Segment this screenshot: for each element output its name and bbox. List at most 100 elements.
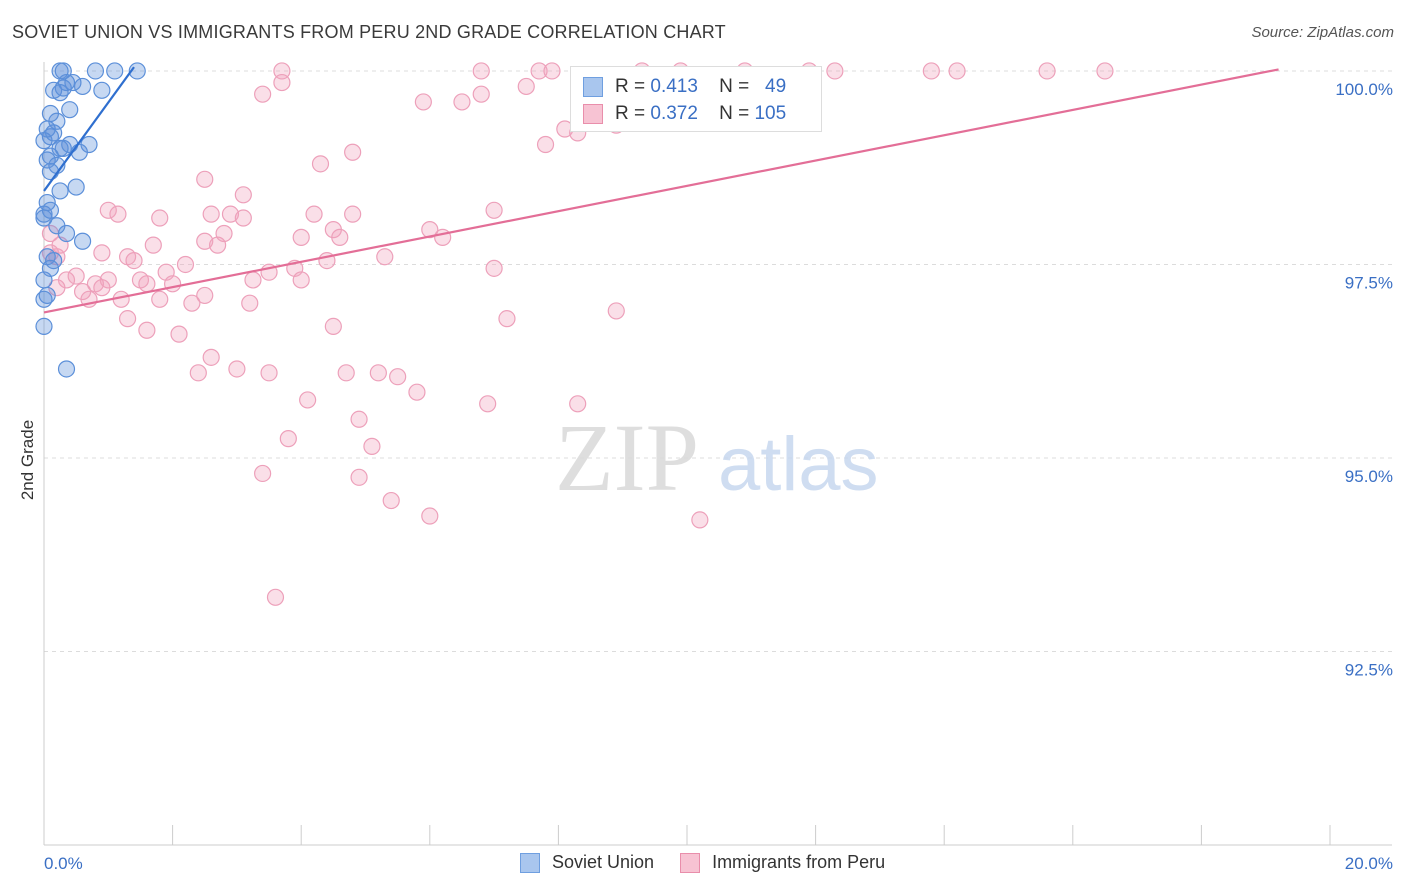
x-tick-label-0: 0.0% bbox=[44, 854, 83, 873]
x-tick-label-1: 20.0% bbox=[1345, 854, 1393, 873]
peru-point-33 bbox=[202, 205, 220, 223]
soviet-point-17 bbox=[35, 132, 53, 150]
soviet-legend-swatch bbox=[520, 852, 540, 873]
peru-point-36 bbox=[305, 205, 323, 223]
peru-swatch bbox=[583, 104, 603, 124]
legend-item-peru[interactable]: Immigrants from Peru bbox=[680, 852, 885, 873]
peru-point-75 bbox=[241, 294, 259, 312]
legend-item-soviet[interactable]: Soviet Union bbox=[520, 852, 654, 873]
soviet-point-35 bbox=[35, 271, 53, 289]
watermark-zip: ZIP bbox=[555, 404, 699, 511]
soviet-point-40 bbox=[35, 209, 53, 227]
peru-point-44 bbox=[196, 232, 214, 250]
peru-point-13 bbox=[273, 73, 291, 92]
y-tick-label-1: 95.0% bbox=[1345, 467, 1393, 486]
soviet-point-25 bbox=[67, 178, 85, 196]
peru-point-98 bbox=[382, 491, 400, 510]
soviet-point-2 bbox=[106, 62, 124, 80]
soviet-point-6 bbox=[73, 77, 92, 96]
soviet-point-29 bbox=[35, 205, 53, 223]
soviet-point-9 bbox=[51, 84, 69, 102]
peru-point-11 bbox=[1038, 62, 1056, 80]
peru-point-89 bbox=[408, 383, 426, 401]
soviet-point-10 bbox=[93, 81, 111, 99]
soviet-point-26 bbox=[51, 182, 69, 200]
peru-point-94 bbox=[279, 430, 297, 448]
peru-point-25 bbox=[344, 143, 362, 161]
peru-point-32 bbox=[151, 209, 169, 227]
peru-point-92 bbox=[569, 395, 587, 413]
soviet-point-31 bbox=[57, 224, 76, 243]
axes bbox=[43, 62, 1392, 846]
peru-point-66 bbox=[244, 271, 262, 289]
peru-point-93 bbox=[350, 410, 368, 428]
peru-point-2 bbox=[530, 62, 548, 80]
soviet-point-37 bbox=[35, 290, 53, 308]
peru-point-34 bbox=[221, 205, 240, 223]
peru-point-77 bbox=[498, 310, 516, 328]
peru-point-85 bbox=[260, 364, 278, 382]
peru-point-16 bbox=[472, 85, 490, 103]
peru-point-91 bbox=[479, 395, 497, 413]
source-label: Source: ZipAtlas.com bbox=[1251, 24, 1394, 41]
peru-point-101 bbox=[266, 588, 285, 606]
peru-point-8 bbox=[826, 62, 844, 80]
soviet-n-value: 49 bbox=[765, 76, 787, 97]
soviet-point-32 bbox=[73, 232, 92, 250]
soviet-point-4 bbox=[86, 62, 105, 80]
peru-point-65 bbox=[164, 275, 182, 293]
stats-row-peru: R = 0.372 N = 105 bbox=[583, 103, 786, 125]
peru-point-72 bbox=[151, 290, 169, 308]
y-axis-label: 2nd Grade bbox=[18, 419, 37, 501]
grid-lines bbox=[44, 70, 1392, 652]
legend-label-peru: Immigrants from Peru bbox=[712, 852, 886, 872]
chart-title: SOVIET UNION VS IMMIGRANTS FROM PERU 2ND… bbox=[12, 22, 726, 42]
soviet-point-43 bbox=[38, 248, 56, 266]
stats-row-soviet: R = 0.413 N = 49 bbox=[583, 76, 786, 98]
peru-point-68 bbox=[292, 271, 310, 289]
peru-point-78 bbox=[607, 302, 625, 320]
peru-point-81 bbox=[170, 325, 188, 343]
soviet-point-44 bbox=[64, 73, 82, 92]
tick-labels: 92.5% 95.0% 97.5% 100.0% 0.0% 20.0% bbox=[44, 80, 1393, 873]
peru-point-97 bbox=[350, 468, 368, 486]
peru-n-value: 105 bbox=[754, 103, 787, 124]
trend-lines bbox=[43, 66, 1279, 314]
peru-point-95 bbox=[363, 437, 381, 455]
stats-legend: R = 0.413 N = 49 R = 0.372 N = 105 bbox=[570, 66, 822, 132]
peru-point-84 bbox=[189, 364, 207, 382]
peru-point-102 bbox=[73, 282, 92, 301]
peru-point-73 bbox=[183, 294, 201, 312]
peru-point-27 bbox=[196, 170, 214, 188]
soviet-point-41 bbox=[54, 139, 72, 157]
soviet-point-21 bbox=[70, 143, 88, 161]
soviet-point-38 bbox=[35, 317, 53, 335]
watermark-atlas: atlas bbox=[718, 422, 879, 507]
bottom-legend: Soviet Union Immigrants from Peru bbox=[520, 852, 911, 873]
peru-point-71 bbox=[138, 275, 156, 293]
peru-point-82 bbox=[202, 348, 220, 366]
peru-point-9 bbox=[922, 62, 940, 80]
peru-point-96 bbox=[254, 464, 272, 483]
peru-point-90 bbox=[299, 391, 317, 409]
peru-point-28 bbox=[234, 186, 252, 204]
y-tick-label-0: 92.5% bbox=[1345, 660, 1393, 679]
y-tick-label-3: 100.0% bbox=[1335, 80, 1393, 99]
peru-point-12 bbox=[1096, 62, 1114, 80]
peru-point-10 bbox=[948, 62, 966, 80]
peru-point-51 bbox=[125, 252, 143, 270]
r-label: R = bbox=[615, 76, 646, 97]
soviet-trend-line bbox=[43, 66, 135, 192]
peru-point-23 bbox=[536, 135, 555, 154]
soviet-point-5 bbox=[57, 73, 76, 92]
legend-label-soviet: Soviet Union bbox=[552, 852, 655, 872]
peru-point-30 bbox=[99, 201, 117, 219]
peru-point-87 bbox=[369, 364, 387, 382]
soviet-r-value: 0.413 bbox=[650, 76, 698, 97]
peru-point-83 bbox=[228, 360, 246, 378]
peru-point-80 bbox=[138, 321, 156, 339]
peru-point-17 bbox=[414, 93, 432, 111]
peru-point-14 bbox=[517, 77, 535, 96]
peru-point-76 bbox=[324, 317, 342, 335]
